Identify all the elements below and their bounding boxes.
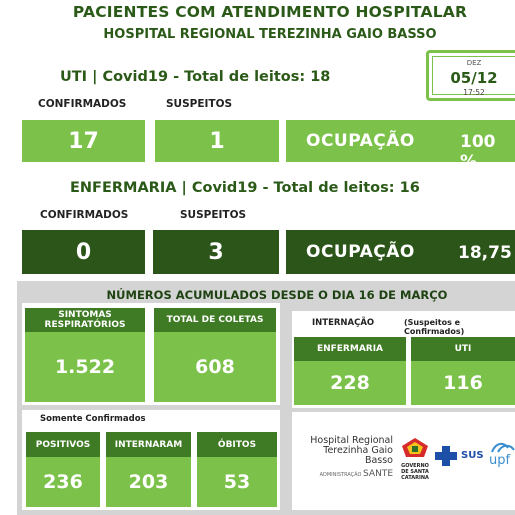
page-title: PACIENTES COM ATENDIMENTO HOSPITALAR [72, 3, 468, 21]
uti-occupancy-label: OCUPAÇÃO [306, 131, 415, 151]
internacao-enfermaria-count: 228 [294, 361, 406, 405]
date-month: DEZ [466, 59, 482, 67]
uti-confirmed-label: CONFIRMADOS [38, 98, 127, 110]
hospital-logo-line1: Hospital Regional [310, 435, 393, 446]
sus-logo: SUS [434, 445, 486, 467]
internacao-uti-label: UTI [411, 337, 515, 361]
collections-count: 608 [154, 332, 276, 402]
hospitalized-label: INTERNARAM [106, 432, 191, 457]
enfermaria-confirmed-count: 0 [22, 230, 145, 274]
internacao-note: (Suspeitos e Confirmados) [404, 318, 465, 336]
enfermaria-occupancy-box: OCUPAÇÃO 18,75 [286, 230, 515, 274]
deaths-label: ÓBITOS [197, 432, 277, 457]
date-time: 17:52 [463, 88, 485, 97]
gov-line2: DE SANTA [401, 469, 429, 475]
gov-sc-emblem-icon [402, 438, 428, 457]
uti-occupancy-value: 100 % [460, 132, 496, 172]
collections-label: TOTAL DE COLETAS [154, 308, 276, 332]
admin-name: SANTE [363, 469, 393, 479]
uti-confirmed-count: 17 [22, 120, 145, 162]
internacao-uti-count: 116 [411, 361, 515, 405]
enfermaria-confirmed-label: CONFIRMADOS [40, 209, 129, 221]
date-day: 05/12 [450, 69, 498, 87]
upf-emblem-icon [491, 442, 515, 453]
confirmed-only-label: Somente Confirmados [40, 414, 146, 424]
hospital-logo: Hospital Regional Terezinha Gaio Basso A… [305, 435, 393, 480]
upf-text: upf [489, 453, 511, 468]
enfermaria-suspected-label: SUSPEITOS [180, 209, 247, 221]
deaths-count: 53 [197, 457, 277, 507]
uti-occupancy-box: OCUPAÇÃO 100 % [286, 120, 515, 172]
hospitalized-count: 203 [106, 457, 191, 507]
sus-text: SUS [461, 450, 484, 461]
symptoms-label: SINTOMAS RESPIRATÓRIOS [25, 308, 145, 332]
uti-suspected-label: SUSPEITOS [166, 98, 233, 110]
date-widget: DEZ 05/12 17:52 [426, 50, 515, 101]
uti-suspected-count: 1 [155, 120, 279, 162]
internacao-enfermaria-label: ENFERMARIA [294, 337, 406, 361]
positives-label: POSITIVOS [26, 432, 100, 457]
upf-logo: upf [488, 440, 515, 470]
enfermaria-occupancy-value: 18,75 [458, 243, 512, 263]
enfermaria-suspected-count: 3 [153, 230, 279, 274]
gov-line1: GOVERNO [401, 463, 429, 469]
page-subtitle: HOSPITAL REGIONAL TEREZINHA GAIO BASSO [103, 27, 437, 42]
sus-cross-icon [435, 446, 457, 466]
hospital-logo-line2: Terezinha Gaio Basso [323, 445, 393, 466]
symptoms-count: 1.522 [25, 332, 145, 402]
enfermaria-section-title: ENFERMARIA | Covid19 - Total de leitos: … [70, 180, 420, 196]
internacao-label: INTERNAÇÃO [312, 318, 375, 328]
admin-logo: ADMINISTRAÇÃO SANTE [305, 469, 393, 479]
positives-count: 236 [26, 457, 100, 507]
admin-label: ADMINISTRAÇÃO [319, 472, 362, 478]
gov-line3: CATARINA [401, 475, 429, 481]
gov-sc-logo: GOVERNO DE SANTA CATARINA [398, 437, 432, 481]
logos-frame [292, 412, 515, 510]
accumulated-title: NÚMEROS ACUMULADOS DESDE O DIA 16 DE MAR… [106, 288, 448, 302]
uti-section-title: UTI | Covid19 - Total de leitos: 18 [60, 69, 331, 85]
enfermaria-occupancy-label: OCUPAÇÃO [306, 242, 415, 262]
